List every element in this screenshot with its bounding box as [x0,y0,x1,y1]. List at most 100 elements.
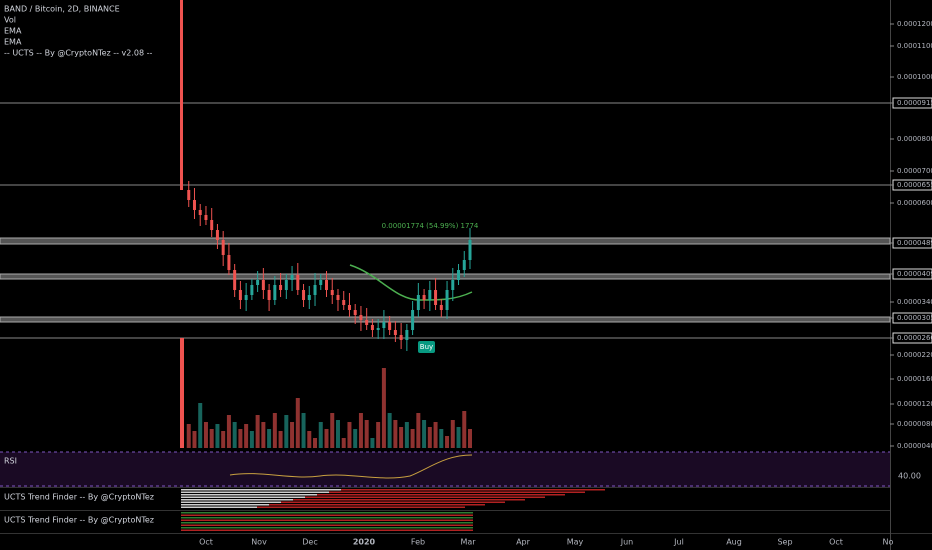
annotation: 0.00001774 (54.99%) 1774 [382,222,479,230]
trend-stripe [181,529,473,531]
trend-stripe [305,496,545,498]
price-label: 0.00009159 [897,99,932,107]
trend-stripe [181,491,329,493]
trend-stripe [329,491,585,493]
volume-bar [468,429,472,448]
price-label: 0.00011000 [897,42,932,50]
volume-bar [192,431,197,448]
rsi-axis-label: 40.00 [898,472,921,481]
trend-stripe [181,489,341,491]
time-label: Jul [673,538,684,547]
price-label: 0.00007000 [897,167,932,175]
candle [250,285,254,295]
volume-bar [393,420,398,448]
trend-stripe [181,517,473,519]
volume-bar [364,420,369,448]
volume-bar [203,422,208,448]
volume-bar [433,422,438,448]
level-zone [0,273,891,280]
candle [319,280,323,285]
volume-label: 0.00000400 [897,442,932,450]
volume-bar [215,424,220,448]
trend-stripe [181,506,257,508]
volume-bar [387,413,392,448]
volume-bar [427,427,432,448]
volume-bar [307,431,312,448]
candle [279,285,283,290]
trend-stripe [181,514,473,516]
candle [370,325,374,330]
price-label: 0.00010000 [897,73,932,81]
time-label: Mar [460,538,476,547]
volume-bar [209,429,214,448]
volume-bar [232,422,237,448]
price-label: 0.00012000 [897,20,932,28]
candle [445,290,449,310]
time-label: Nov [251,538,267,547]
volume-bar [244,424,249,448]
trend-stripe [281,501,505,503]
trend-stripe [181,522,473,524]
trend-stripe [181,501,281,503]
candle [227,255,231,270]
candle [325,280,328,290]
trend-stripe [317,494,565,496]
volume-bar [410,429,415,448]
time-label: 2020 [353,538,376,547]
candle [204,215,208,220]
time-label: Oct [199,538,213,547]
volume-bar [295,398,300,448]
trend-stripe [181,527,473,529]
volume-label: 0.00001200 [897,400,932,408]
panel-title: UCTS Trend Finder -- By @CryptoNTez [4,516,154,525]
volume-bar [456,427,461,448]
candle [210,220,214,230]
trend-stripe [181,519,473,521]
candle [221,240,225,255]
legend-item: Vol [4,16,16,25]
volume-bar [301,413,306,448]
candle [290,275,294,280]
candle [382,322,386,328]
price-label: 0.00003050 [897,314,932,322]
candle [330,290,334,295]
rsi-line [229,454,473,479]
volume-bar [278,431,283,448]
candle [388,322,392,330]
volume-bar [381,368,386,448]
trend-stripe [181,504,269,506]
candle [238,290,242,300]
dynamic: 0.00012000 0.00011000 0.00010000 0.00009159… [180,0,932,547]
candle [336,295,340,300]
volume-label: 0.00002200 [897,351,932,359]
legend-item: -- UCTS -- By @CryptoNTez -- v2.08 -- [4,49,153,58]
candle [462,260,466,270]
volume-bar [439,429,444,448]
candle [215,230,219,240]
candle [296,275,300,290]
volume-bar [376,422,381,448]
volume-bar [422,420,427,448]
legend-item: EMA [4,27,22,36]
volume-bar [290,422,295,448]
candle [180,0,183,190]
candle [313,285,317,295]
candle [353,310,357,315]
candle [376,328,380,330]
candle [457,270,461,280]
trend-stripe [341,489,605,491]
trend-stripe [257,506,465,508]
time-label: No [883,538,894,547]
time-label: Dec [302,538,317,547]
volume-bar [313,438,318,448]
volume-bar [238,429,243,448]
candle [399,335,403,340]
candle [416,295,420,310]
price-label: 0.00004897 [897,239,932,247]
time-label: Jun [620,538,634,547]
price-label: 0.00003400 [897,298,932,306]
buy-badge [418,341,435,353]
trend-stripe [293,499,525,501]
volume-bar [255,415,260,448]
